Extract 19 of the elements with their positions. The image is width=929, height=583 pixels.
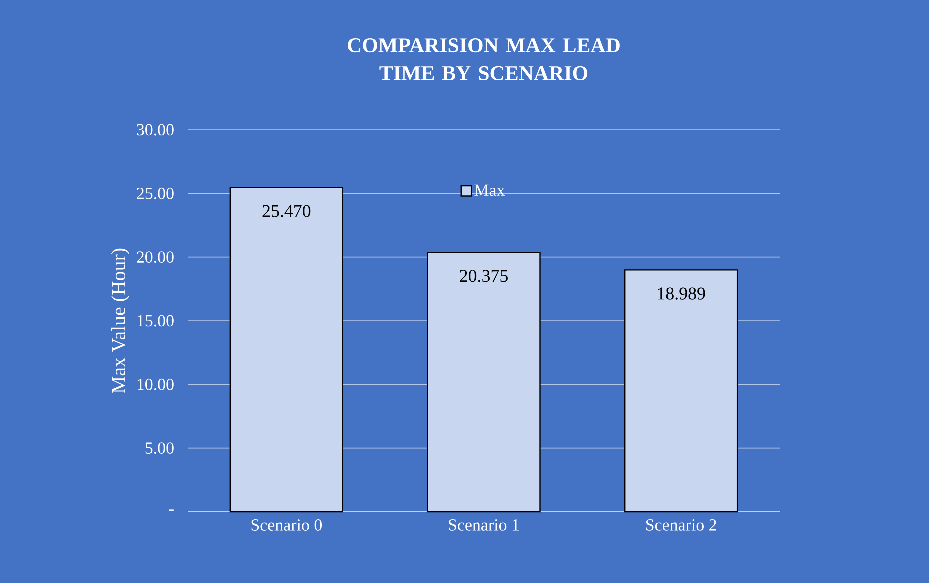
y-tick-label: 5.00 [146,442,174,454]
bar [230,187,344,513]
y-tick-label: 15.00 [138,315,174,327]
bar [624,270,738,513]
bar [427,252,541,513]
data-label: 25.470 [262,205,311,218]
y-tick-label: 25.00 [137,188,174,200]
data-label: 18.989 [658,288,706,300]
y-tick-label: 10.00 [138,378,174,390]
y-axis-title: Max Value (Hour) [112,248,130,394]
data-label: 20.375 [460,270,508,282]
x-tick-label: Scenario 2 [646,520,716,531]
legend-label: Max [474,184,506,196]
y-tick-label: 30.00 [137,124,174,136]
x-tick-label: Scenario 1 [449,520,519,531]
x-tick-label: Scenario 0 [252,520,322,531]
y-tick-label: - [170,510,174,511]
y-tick-label: 20.00 [137,252,174,264]
chart-title: COMPARISION MAX LEAD TIME BY SCENARIO [348,38,620,80]
